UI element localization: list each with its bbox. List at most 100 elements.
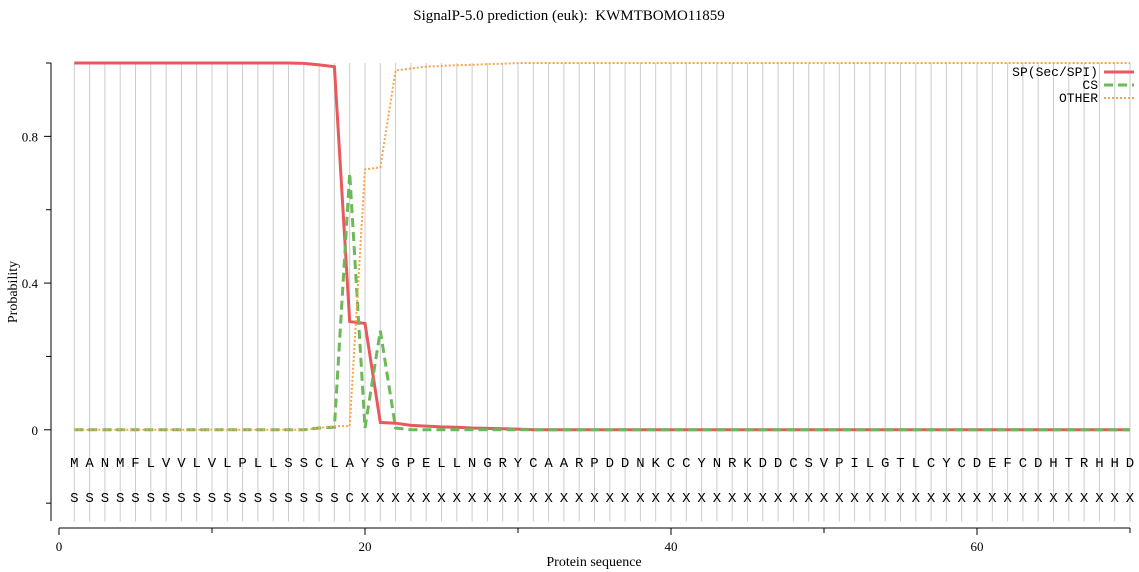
residue: N bbox=[636, 456, 644, 472]
annotation-label: X bbox=[988, 491, 997, 507]
annotation-label: S bbox=[238, 491, 246, 507]
annotation-label: S bbox=[147, 491, 155, 507]
annotation-label: X bbox=[789, 491, 798, 507]
residue: R bbox=[575, 456, 584, 472]
annotation-label: X bbox=[376, 491, 385, 507]
residue: L bbox=[453, 456, 461, 472]
annotation-label: X bbox=[912, 491, 921, 507]
residue: L bbox=[912, 456, 920, 472]
residue: H bbox=[1049, 456, 1057, 472]
residue: L bbox=[223, 456, 231, 472]
residue: V bbox=[177, 456, 186, 472]
annotation-label: X bbox=[835, 491, 844, 507]
residue: A bbox=[345, 456, 354, 472]
chart-title: SignalP-5.0 prediction (euk): KWMTBOMO11… bbox=[413, 8, 725, 24]
series-line bbox=[74, 172, 1130, 432]
residue: N bbox=[713, 456, 721, 472]
residue: C bbox=[315, 456, 323, 472]
series-line bbox=[74, 61, 1130, 432]
residue: G bbox=[881, 456, 889, 472]
annotation-label: X bbox=[728, 491, 737, 507]
residue: C bbox=[682, 456, 690, 472]
residue: Y bbox=[942, 456, 951, 472]
annotation-label: S bbox=[300, 491, 308, 507]
annotation-label: X bbox=[1034, 491, 1043, 507]
annotation-label: X bbox=[437, 491, 446, 507]
residue: H bbox=[1095, 456, 1103, 472]
residue: S bbox=[804, 456, 812, 472]
residue: H bbox=[1110, 456, 1118, 472]
annotation-label: X bbox=[957, 491, 966, 507]
residue: G bbox=[391, 456, 399, 472]
residue: D bbox=[1034, 456, 1042, 472]
residue: A bbox=[544, 456, 553, 472]
residue: C bbox=[529, 456, 537, 472]
series-group bbox=[74, 61, 1130, 432]
x-tick-label: 0 bbox=[56, 539, 63, 554]
residue: I bbox=[850, 456, 858, 472]
residue: D bbox=[774, 456, 782, 472]
annotation-label: X bbox=[544, 491, 553, 507]
residue: Y bbox=[361, 456, 370, 472]
annotation-label: X bbox=[820, 491, 829, 507]
grid bbox=[73, 63, 1131, 522]
residue: T bbox=[1065, 456, 1073, 472]
annotation-label: X bbox=[942, 491, 951, 507]
annotation-label: X bbox=[560, 491, 569, 507]
annotation-label: X bbox=[774, 491, 783, 507]
residue: E bbox=[422, 456, 430, 472]
annotation-label: X bbox=[575, 491, 584, 507]
annotation-label: S bbox=[85, 491, 93, 507]
annotation-label: S bbox=[131, 491, 139, 507]
annotation-label: X bbox=[850, 491, 859, 507]
residue: K bbox=[651, 456, 660, 472]
annotation-label: X bbox=[667, 491, 676, 507]
annotation-label: X bbox=[713, 491, 722, 507]
annotation-label: S bbox=[208, 491, 216, 507]
residue: C bbox=[1019, 456, 1027, 472]
residue: R bbox=[1080, 456, 1089, 472]
annotation-label: X bbox=[606, 491, 615, 507]
residue: M bbox=[70, 456, 78, 472]
residue: C bbox=[667, 456, 675, 472]
residue: L bbox=[330, 456, 338, 472]
residue: S bbox=[376, 456, 384, 472]
annotation-label: S bbox=[330, 491, 338, 507]
residue: V bbox=[820, 456, 829, 472]
residue: D bbox=[621, 456, 629, 472]
series-line bbox=[74, 62, 1130, 431]
annotation-label: X bbox=[361, 491, 370, 507]
annotation-label: X bbox=[1065, 491, 1074, 507]
annotation-label: X bbox=[881, 491, 890, 507]
x-tick-label: 20 bbox=[359, 539, 372, 554]
residue: D bbox=[606, 456, 614, 472]
y-tick-label: 0.4 bbox=[22, 276, 39, 291]
residue: P bbox=[835, 456, 843, 472]
residue: F bbox=[1003, 456, 1011, 472]
legend-label: CS bbox=[1082, 78, 1098, 93]
residue: L bbox=[866, 456, 874, 472]
residue: L bbox=[192, 456, 200, 472]
residue: Y bbox=[514, 456, 523, 472]
residue: D bbox=[759, 456, 767, 472]
annotation-label: S bbox=[192, 491, 200, 507]
y-axis-label: Probability bbox=[6, 261, 21, 323]
annotation-label: S bbox=[284, 491, 292, 507]
annotation-label: S bbox=[101, 491, 109, 507]
residue: C bbox=[927, 456, 935, 472]
annotation-label: X bbox=[407, 491, 416, 507]
annotation-label: X bbox=[697, 491, 706, 507]
annotation-label: X bbox=[483, 491, 492, 507]
annotation-label: X bbox=[590, 491, 599, 507]
annotation-label: X bbox=[1080, 491, 1089, 507]
residue: C bbox=[789, 456, 797, 472]
y-tick-label: 0 bbox=[32, 423, 39, 438]
annotation-label: X bbox=[866, 491, 875, 507]
annotation-label: S bbox=[269, 491, 277, 507]
x-axis-label: Protein sequence bbox=[546, 555, 641, 570]
residue: L bbox=[269, 456, 277, 472]
residue: T bbox=[896, 456, 904, 472]
annotation-label: S bbox=[70, 491, 78, 507]
annotation-label: X bbox=[759, 491, 768, 507]
